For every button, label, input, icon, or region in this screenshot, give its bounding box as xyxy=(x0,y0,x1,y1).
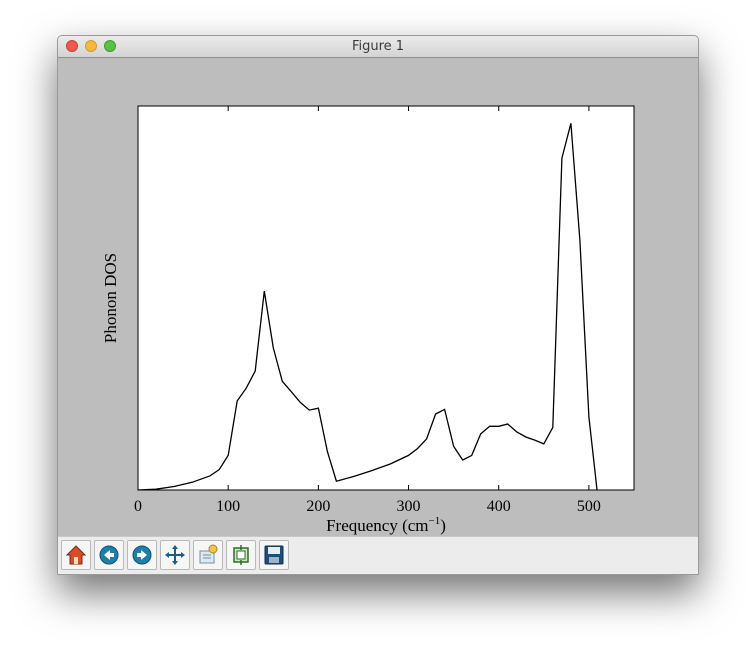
dos-line-series-0 xyxy=(138,123,598,490)
save-button[interactable] xyxy=(259,540,289,570)
zoom-window-button[interactable] xyxy=(104,40,116,52)
x-tick-label-100: 100 xyxy=(216,498,240,515)
navigation-toolbar xyxy=(58,536,698,574)
subplots-button[interactable] xyxy=(226,540,256,570)
title-bar[interactable]: Figure 1 xyxy=(58,36,698,58)
y-axis-label: Phonon DOS xyxy=(101,253,120,343)
pan-arrows-icon xyxy=(165,545,185,565)
home-icon xyxy=(65,545,87,565)
figure-window: Figure 1 0 100 200 300 400 500 Frequency (cm−1… xyxy=(57,35,699,575)
configure-subplots-icon xyxy=(233,545,249,565)
x-tick-label-0: 0 xyxy=(134,498,142,515)
minimize-window-button[interactable] xyxy=(85,40,97,52)
x-axis-label: Frequency (cm−1) xyxy=(326,515,446,535)
close-window-button[interactable] xyxy=(66,40,78,52)
figure-canvas[interactable]: 0 100 200 300 400 500 Frequency (cm−1) Phonon D… xyxy=(58,58,698,536)
x-tick-label-200: 200 xyxy=(306,498,330,515)
zoom-rect-button[interactable] xyxy=(193,540,223,570)
home-button[interactable] xyxy=(61,540,91,570)
forward-arrow-icon xyxy=(132,545,152,565)
floppy-disk-icon xyxy=(264,545,284,565)
pan-button[interactable] xyxy=(160,540,190,570)
plot-area xyxy=(138,106,634,490)
x-tick-label-400: 400 xyxy=(487,498,511,515)
window-title: Figure 1 xyxy=(351,39,405,54)
phonon-dos-chart[interactable]: 0 100 200 300 400 500 Frequency (cm−1) Phonon D… xyxy=(58,58,698,536)
back-arrow-icon xyxy=(99,545,119,565)
x-tick-label-300: 300 xyxy=(397,498,421,515)
plot-frame xyxy=(137,105,635,491)
forward-button[interactable] xyxy=(127,540,157,570)
x-tick-label-500: 500 xyxy=(577,498,601,515)
zoom-to-rect-icon xyxy=(199,544,218,564)
back-button[interactable] xyxy=(94,540,124,570)
